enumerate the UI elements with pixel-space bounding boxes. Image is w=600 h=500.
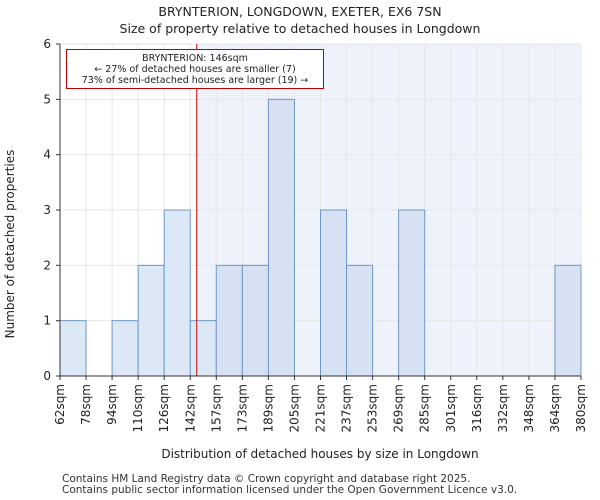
y-tick-label: 4: [43, 148, 51, 162]
histogram-bar: [59, 320, 87, 377]
histogram-bar: [398, 209, 426, 377]
histogram-bar: [554, 264, 582, 377]
x-tick-label: 301sqm: [444, 384, 458, 432]
x-tick-label: 189sqm: [261, 384, 275, 432]
x-tick-label: 285sqm: [418, 384, 432, 432]
x-tick-label: 380sqm: [574, 384, 588, 432]
annotation-box: BRYNTERION: 146sqm ← 27% of detached hou…: [66, 49, 324, 89]
x-tick-label: 205sqm: [287, 384, 301, 432]
x-tick-label: 78sqm: [79, 384, 93, 425]
y-tick-label: 2: [43, 258, 51, 272]
x-tick-label: 157sqm: [209, 384, 223, 432]
footer-line2: Contains public sector information licen…: [62, 484, 518, 496]
y-tick-label: 1: [43, 314, 51, 328]
x-tick-label: 94sqm: [105, 384, 119, 425]
y-tick-label: 5: [43, 92, 51, 106]
footer-line1: Contains HM Land Registry data © Crown c…: [62, 473, 471, 485]
y-tick-label: 3: [43, 203, 51, 217]
y-axis-label: Number of detached properties: [3, 150, 17, 339]
histogram-bar: [346, 264, 374, 377]
x-tick-label: 269sqm: [392, 384, 406, 432]
histogram-bar: [267, 98, 295, 377]
annotation-line3: 73% of semi-detached houses are larger (…: [81, 75, 309, 86]
x-tick-label: 253sqm: [366, 384, 380, 432]
histogram-bar: [163, 209, 191, 377]
chart-title-line2: Size of property relative to detached ho…: [119, 21, 481, 36]
x-tick-label: 348sqm: [522, 384, 536, 432]
y-tick-label: 6: [43, 37, 51, 51]
x-tick-label: 221sqm: [314, 384, 328, 432]
chart-title: BRYNTERION, LONGDOWN, EXETER, EX6 7SN Si…: [0, 3, 600, 37]
footer: Contains HM Land Registry data © Crown c…: [62, 474, 517, 496]
histogram-bar: [111, 320, 139, 377]
x-tick-label: 110sqm: [131, 384, 145, 432]
x-tick-label: 237sqm: [340, 384, 354, 432]
histogram-bar: [137, 264, 165, 377]
histogram-bar: [241, 264, 269, 377]
x-tick-label: 332sqm: [496, 384, 510, 432]
x-tick-label: 142sqm: [183, 384, 197, 432]
annotation-line1: BRYNTERION: 146sqm: [142, 53, 248, 64]
x-axis-label: Distribution of detached houses by size …: [161, 447, 478, 461]
x-tick-label: 62sqm: [53, 384, 67, 425]
histogram-bar: [189, 320, 217, 377]
x-tick-label: 316sqm: [470, 384, 484, 432]
y-tick-label: 0: [43, 369, 51, 383]
histogram-bar: [320, 209, 348, 377]
x-tick-label: 126sqm: [157, 384, 171, 432]
annotation-line2: ← 27% of detached houses are smaller (7): [94, 64, 296, 75]
x-tick-label: 364sqm: [548, 384, 562, 432]
chart-title-line1: BRYNTERION, LONGDOWN, EXETER, EX6 7SN: [158, 4, 442, 19]
histogram-bar: [215, 264, 243, 377]
x-tick-label: 173sqm: [235, 384, 249, 432]
